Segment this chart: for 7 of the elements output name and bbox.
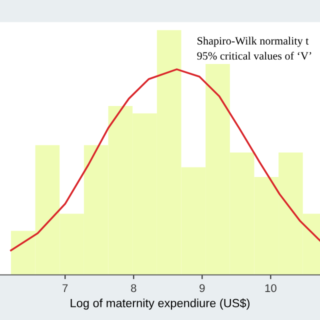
x-tick-label: 10 bbox=[265, 284, 276, 292]
x-axis-title: Log of maternity expendiure (US$) bbox=[70, 298, 250, 310]
annotation: 95% critical values of ‘V’ bbox=[197, 52, 312, 60]
x-tick-label: 7 bbox=[62, 284, 68, 292]
x-tick-label: 8 bbox=[131, 284, 136, 292]
x-tick-label: 9 bbox=[200, 284, 205, 292]
annotation: Shapiro-Wilk normality t bbox=[198, 36, 309, 47]
